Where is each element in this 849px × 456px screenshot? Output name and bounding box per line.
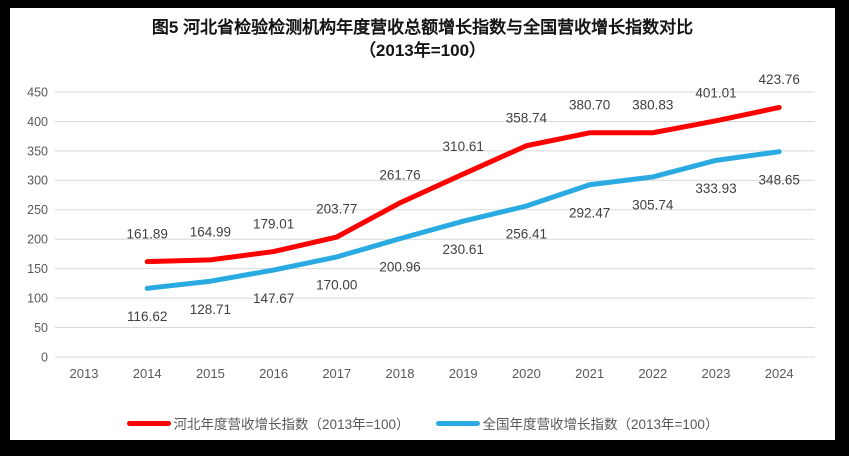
data-label: 292.47 bbox=[569, 205, 610, 220]
x-axis-tick-label: 2021 bbox=[575, 366, 604, 381]
legend-item-national: 全国年度营收增长指数（2013年=100） bbox=[435, 413, 719, 433]
data-label: 401.01 bbox=[695, 86, 736, 101]
y-axis-tick-label: 0 bbox=[41, 350, 48, 364]
data-label: 380.83 bbox=[632, 97, 673, 112]
legend-swatch-hebei-icon bbox=[126, 420, 171, 426]
data-label: 203.77 bbox=[316, 202, 357, 217]
x-axis-tick-label: 2023 bbox=[702, 366, 731, 381]
data-label: 358.74 bbox=[506, 110, 548, 125]
x-axis-tick-label: 2016 bbox=[259, 366, 288, 381]
x-axis-tick-label: 2024 bbox=[765, 366, 794, 381]
chart-title-line2: （2013年=100） bbox=[358, 40, 487, 60]
data-label: 423.76 bbox=[759, 72, 800, 87]
data-label: 348.65 bbox=[759, 172, 800, 187]
legend-item-hebei: 河北年度营收增长指数（2013年=100） bbox=[126, 413, 410, 433]
y-axis-tick-label: 200 bbox=[27, 233, 48, 247]
data-label: 333.93 bbox=[695, 181, 736, 196]
data-label: 261.76 bbox=[379, 168, 420, 183]
data-label: 147.67 bbox=[253, 291, 294, 306]
x-axis-tick-label: 2017 bbox=[322, 366, 351, 381]
data-label: 310.61 bbox=[443, 139, 484, 154]
legend-label-national: 全国年度营收增长指数（2013年=100） bbox=[482, 417, 719, 432]
data-label: 256.41 bbox=[506, 227, 547, 242]
y-axis-tick-label: 350 bbox=[27, 144, 48, 158]
data-label: 164.99 bbox=[190, 225, 231, 240]
chart-legend: 河北年度营收增长指数（2013年=100） 全国年度营收增长指数（2013年=1… bbox=[10, 413, 835, 433]
legend-label-hebei: 河北年度营收增长指数（2013年=100） bbox=[173, 417, 410, 432]
y-axis-tick-label: 150 bbox=[27, 262, 48, 276]
y-axis-tick-label: 400 bbox=[27, 115, 48, 129]
x-axis-tick-label: 2019 bbox=[449, 366, 478, 381]
line-chart: 0 50 100 150 200 250 300 350 400 450 2013 2014 2015 2… bbox=[27, 72, 815, 381]
data-label: 179.01 bbox=[253, 216, 294, 231]
y-axis-tick-label: 450 bbox=[27, 85, 48, 99]
data-label: 128.71 bbox=[190, 302, 231, 317]
y-axis-tick-label: 50 bbox=[34, 321, 48, 335]
x-axis-tick-label: 2022 bbox=[638, 366, 667, 381]
data-label: 380.70 bbox=[569, 98, 610, 113]
series-line-0 bbox=[144, 104, 782, 265]
data-label: 170.00 bbox=[316, 278, 357, 293]
series-line-1 bbox=[144, 149, 782, 291]
x-axis-tick-label: 2020 bbox=[512, 366, 541, 381]
data-label: 200.96 bbox=[379, 259, 420, 274]
data-label: 116.62 bbox=[127, 309, 167, 324]
chart-title: 图5 河北省检验检测机构年度营收总额增长指数与全国营收增长指数对比 （2013年… bbox=[10, 17, 835, 63]
y-axis-tick-label: 250 bbox=[27, 203, 48, 217]
y-axis-tick-label: 100 bbox=[27, 291, 48, 305]
chart-title-line1: 图5 河北省检验检测机构年度营收总额增长指数与全国营收增长指数对比 bbox=[151, 18, 694, 37]
data-label: 305.74 bbox=[632, 198, 674, 213]
x-axis-tick-label: 2013 bbox=[70, 366, 99, 381]
legend-swatch-national-icon bbox=[435, 420, 480, 426]
x-axis-tick-label: 2018 bbox=[386, 366, 415, 381]
x-axis-tick-label: 2015 bbox=[196, 366, 225, 381]
data-label: 230.61 bbox=[443, 242, 484, 257]
data-label: 161.89 bbox=[127, 226, 168, 241]
x-axis-tick-label: 2014 bbox=[133, 366, 162, 381]
y-axis-tick-label: 300 bbox=[27, 174, 48, 188]
